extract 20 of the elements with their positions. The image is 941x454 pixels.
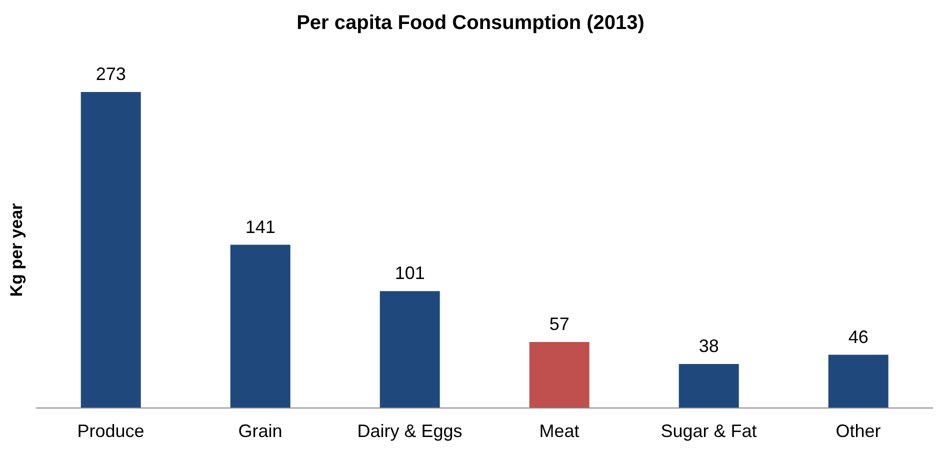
data-label: 46 <box>848 326 868 347</box>
data-label: 141 <box>245 216 276 237</box>
data-label: 101 <box>394 263 425 284</box>
bar <box>380 291 440 408</box>
y-axis-title: Kg per year <box>7 202 26 297</box>
bar <box>678 364 739 408</box>
chart-title: Per capita Food Consumption (2013) <box>296 11 646 36</box>
x-tick-label: Other <box>836 420 881 441</box>
bar <box>529 342 590 408</box>
x-tick-label: Grain <box>238 420 282 441</box>
x-tick-label: Meat <box>539 420 580 441</box>
bar <box>828 354 888 408</box>
data-label: 38 <box>698 336 719 356</box>
data-label: 57 <box>549 314 570 334</box>
bar <box>80 92 141 408</box>
x-tick-label: Produce <box>77 420 144 441</box>
data-label: 273 <box>96 64 126 84</box>
x-tick-label: Dairy & Eggs <box>357 420 462 441</box>
x-tick-label: Sugar & Fat <box>660 420 757 441</box>
bar <box>230 244 290 408</box>
